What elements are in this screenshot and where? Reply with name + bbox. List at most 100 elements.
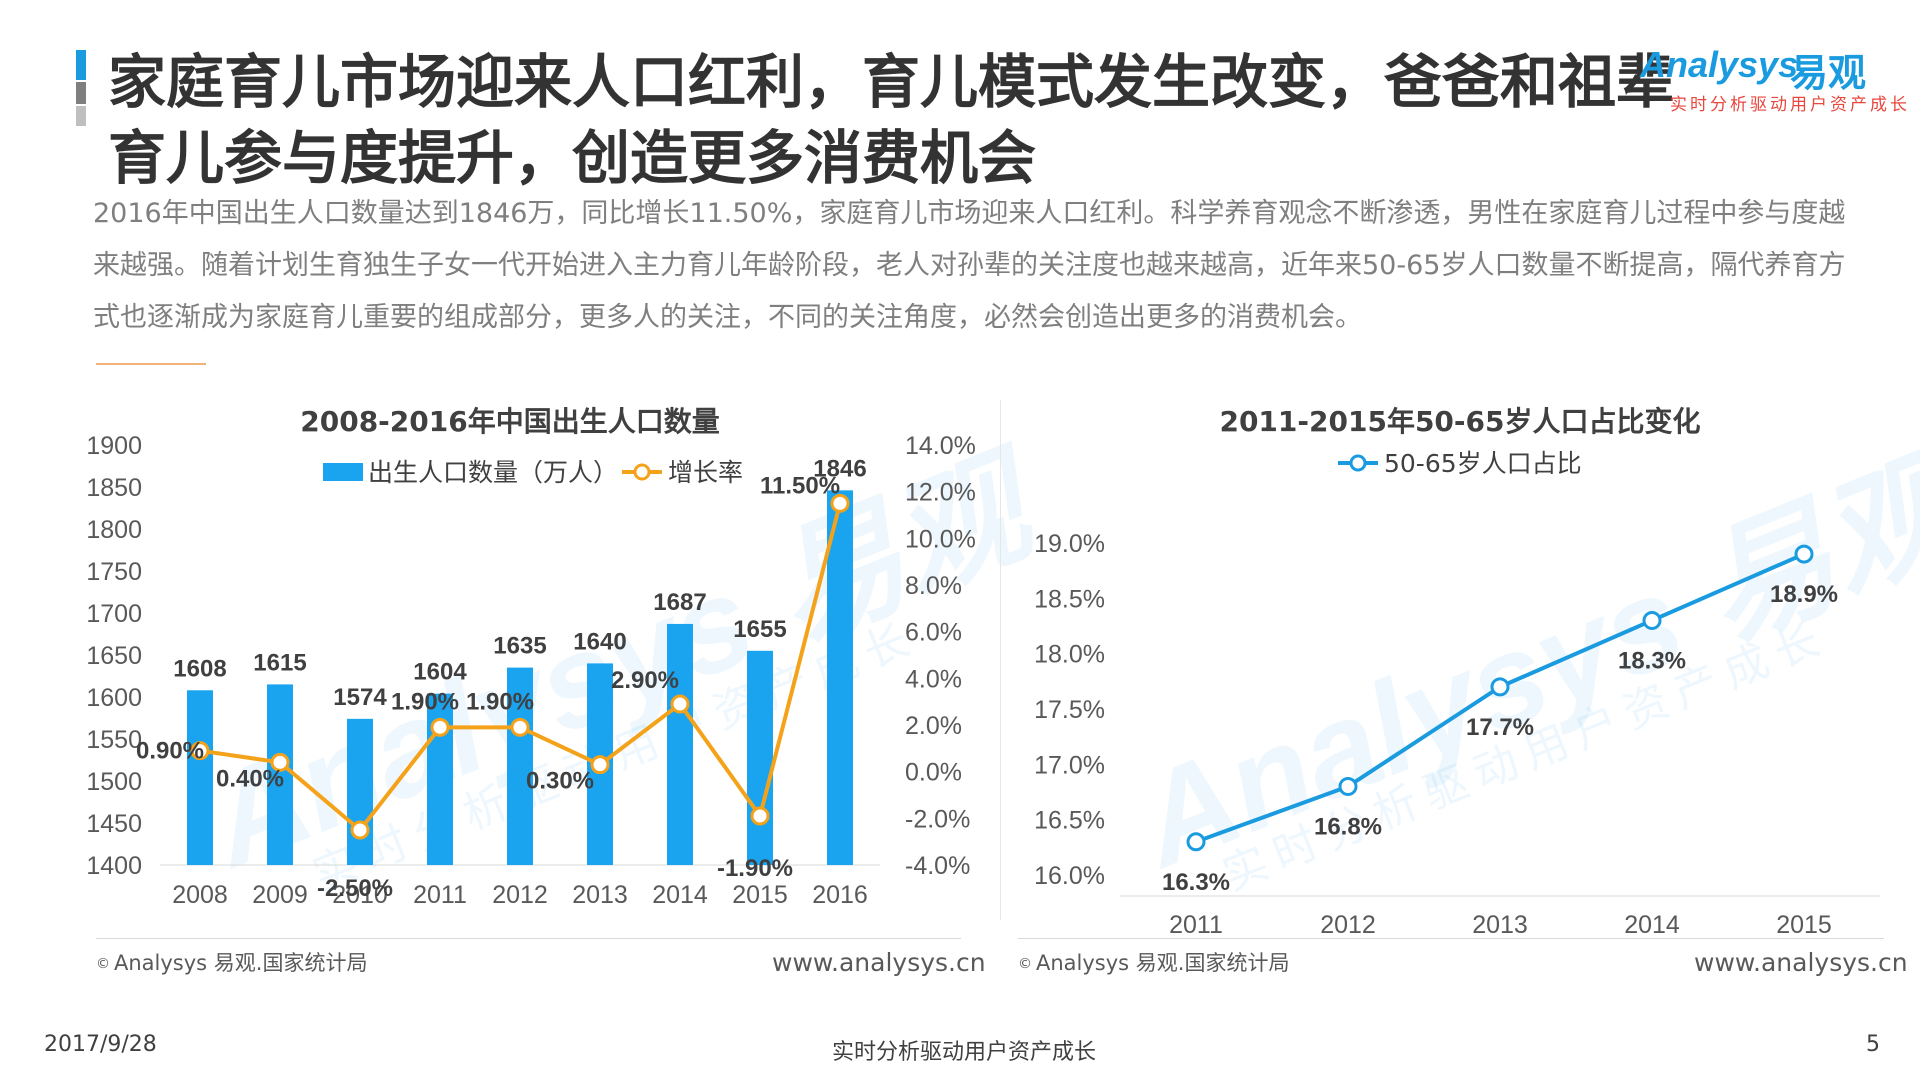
x-axis-tick-label: 2011	[1169, 911, 1223, 939]
bar-value-label: 1608	[173, 655, 226, 682]
right-axis-tick-label: 6.0%	[905, 619, 962, 647]
share-point-2011	[1186, 832, 1206, 852]
logo-text-en: Analysys	[1640, 44, 1799, 85]
x-axis-tick-label: 2015	[732, 881, 788, 909]
accent-bar-blue	[76, 50, 86, 80]
growth-value-label: 11.50%	[760, 472, 840, 499]
x-axis-tick-label: 2015	[1776, 911, 1832, 939]
right-axis-tick-label: 0.0%	[905, 759, 962, 787]
right-axis-tick-label: 8.0%	[905, 572, 962, 600]
growth-value-label: 2.90%	[611, 667, 679, 694]
birth-population-chart: 1900 1850 1800 1750 1700 1650 1600 1550 1500 1450…	[86, 432, 976, 909]
growth-value-label: 1.90%	[466, 688, 534, 715]
share-value-label: 16.3%	[1162, 869, 1230, 896]
growth-value-label: 1.90%	[391, 688, 459, 715]
share-point-2014	[1642, 610, 1662, 630]
right-source-rule	[1018, 938, 1884, 939]
growth-point-2014	[670, 694, 690, 714]
right-source: © Analysys 易观.国家统计局	[1018, 947, 1289, 977]
left-axis-tick-label: 1500	[86, 768, 142, 796]
right-axis-tick-label: 12.0%	[905, 479, 976, 507]
growth-value-label: 0.40%	[216, 765, 284, 792]
bar-2016	[827, 490, 853, 865]
share-point-2012	[1338, 776, 1358, 796]
bar-value-label: 1615	[253, 649, 306, 676]
x-axis-tick-label: 2009	[252, 881, 308, 909]
left-site-url: www.analysys.cn	[772, 948, 986, 977]
age-50-65-share-chart: 19.0% 18.5% 18.0% 17.5% 17.0% 16.5% 16.0% 16.3%…	[1034, 449, 1880, 939]
growth-point-2008	[190, 741, 210, 761]
share-value-label: 18.3%	[1618, 647, 1686, 674]
right-axis-tick-label: 10.0%	[905, 525, 976, 553]
bar-2010	[347, 718, 373, 865]
growth-value-label: -2.50%	[317, 875, 393, 902]
copyright-symbol: ©	[96, 956, 110, 972]
growth-value-label: -1.90%	[717, 855, 793, 882]
right-site-url: www.analysys.cn	[1694, 948, 1908, 977]
left-axis-tick-label: 1600	[86, 684, 142, 712]
share-value-label: 17.7%	[1466, 714, 1534, 741]
bar-value-label: 1687	[653, 589, 706, 616]
legend-bar-swatch	[323, 463, 363, 481]
legend-growth-marker	[633, 463, 651, 481]
y-axis-tick-label: 17.0%	[1034, 751, 1105, 779]
title-line-1: 家庭育儿市场迎来人口红利，育儿模式发生改变，爸爸和祖辈	[108, 48, 1675, 116]
y-axis-tick-label: 17.5%	[1034, 696, 1105, 724]
legend-growth-label: 增长率	[668, 458, 743, 487]
right-source-text: Analysys 易观.国家统计局	[1036, 951, 1290, 975]
right-axis-tick-label: 14.0%	[905, 432, 976, 460]
share-point-2015	[1794, 544, 1814, 564]
x-axis-tick-label: 2012	[492, 881, 548, 909]
left-source-rule	[96, 938, 961, 939]
title-line-2: 育儿参与度提升，创造更多消费机会	[108, 124, 1037, 192]
logo-text-cn: 易观	[1790, 51, 1867, 95]
growth-point-2011	[430, 717, 450, 737]
bar-value-label: 1604	[413, 659, 467, 686]
right-axis-tick-label: 2.0%	[905, 712, 962, 740]
x-axis-tick-label: 2008	[172, 881, 228, 909]
left-source-text: Analysys 易观.国家统计局	[114, 951, 368, 975]
growth-point-2015	[750, 806, 770, 826]
legend-share-label: 50-65岁人口占比	[1384, 449, 1582, 478]
x-axis-tick-label: 2012	[1320, 911, 1376, 939]
left-axis-tick-label: 1900	[86, 432, 142, 460]
growth-value-label: 0.30%	[526, 768, 594, 795]
bar-2015	[747, 650, 773, 865]
x-axis-tick-label: 2010	[332, 881, 388, 909]
bar-value-label: 1635	[493, 633, 546, 660]
footer-date: 2017/9/28	[44, 1032, 157, 1057]
left-axis-tick-label: 1750	[86, 558, 142, 586]
accent-bar-gray	[76, 82, 86, 104]
copyright-symbol: ©	[1018, 956, 1032, 972]
growth-point-2010	[350, 820, 370, 840]
left-axis-tick-label: 1550	[86, 726, 142, 754]
legend-share-marker	[1349, 454, 1367, 472]
accent-bar-light	[76, 106, 86, 126]
bar-2008	[187, 690, 213, 865]
legend-bar-label: 出生人口数量（万人）	[368, 458, 618, 487]
share-value-label: 16.8%	[1314, 813, 1382, 840]
x-axis-tick-label: 2014	[1624, 911, 1680, 939]
left-axis-tick-label: 1850	[86, 474, 142, 502]
y-axis-tick-label: 16.5%	[1034, 807, 1105, 835]
left-axis-tick-label: 1450	[86, 810, 142, 838]
share-point-2013	[1490, 677, 1510, 697]
x-axis-tick-label: 2013	[572, 881, 628, 909]
bar-value-label: 1655	[733, 616, 786, 643]
x-axis-tick-label: 2014	[652, 881, 708, 909]
left-axis-tick-label: 1400	[86, 852, 142, 880]
growth-point-2013	[590, 755, 610, 775]
growth-point-2012	[510, 717, 530, 737]
share-line	[1195, 552, 1805, 844]
bar-2012	[507, 667, 533, 865]
bar-value-label: 1640	[573, 628, 626, 655]
intro-paragraph: 2016年中国出生人口数量达到1846万，同比增长11.50%，家庭育儿市场迎来…	[93, 198, 1846, 333]
analysys-logo: Analysys 易观 实时分析驱动用户资产成长	[1640, 42, 1907, 115]
x-axis-tick-label: 2016	[812, 881, 868, 909]
growth-value-label: 0.90%	[136, 738, 204, 765]
x-axis-tick-label: 2011	[413, 881, 467, 909]
growth-point-2016	[830, 493, 850, 513]
left-axis-tick-label: 1800	[86, 516, 142, 544]
footer-slogan: 实时分析驱动用户资产成长	[832, 1040, 1097, 1065]
logo-slogan: 实时分析驱动用户资产成长	[1670, 95, 1910, 115]
